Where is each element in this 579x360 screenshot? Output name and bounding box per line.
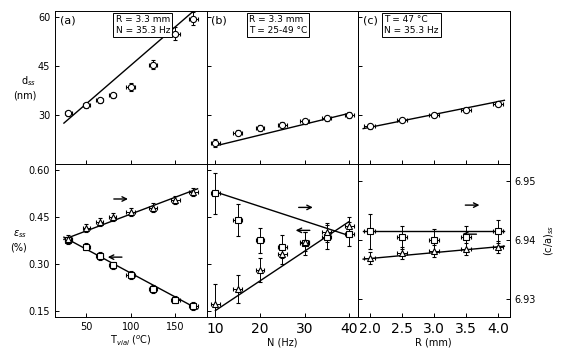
X-axis label: T$_{vial}$ ($^{o}$C): T$_{vial}$ ($^{o}$C) [110, 333, 152, 347]
Text: T = 47 °C
N = 35.3 Hz: T = 47 °C N = 35.3 Hz [384, 15, 438, 35]
X-axis label: R (mm): R (mm) [416, 337, 452, 347]
Y-axis label: (c/a)$_{ss}$: (c/a)$_{ss}$ [543, 225, 556, 256]
Y-axis label: d$_{ss}$
(nm): d$_{ss}$ (nm) [13, 75, 36, 100]
Text: R = 3.3 mm
T = 25-49 °C: R = 3.3 mm T = 25-49 °C [249, 15, 307, 35]
X-axis label: N (Hz): N (Hz) [267, 337, 298, 347]
Text: (b): (b) [211, 15, 227, 26]
Text: (a): (a) [60, 15, 75, 26]
Text: (c): (c) [362, 15, 378, 26]
Y-axis label: $\varepsilon_{ss}$
(%): $\varepsilon_{ss}$ (%) [10, 229, 27, 252]
Text: R = 3.3 mm
N = 35.3 Hz: R = 3.3 mm N = 35.3 Hz [116, 15, 170, 35]
